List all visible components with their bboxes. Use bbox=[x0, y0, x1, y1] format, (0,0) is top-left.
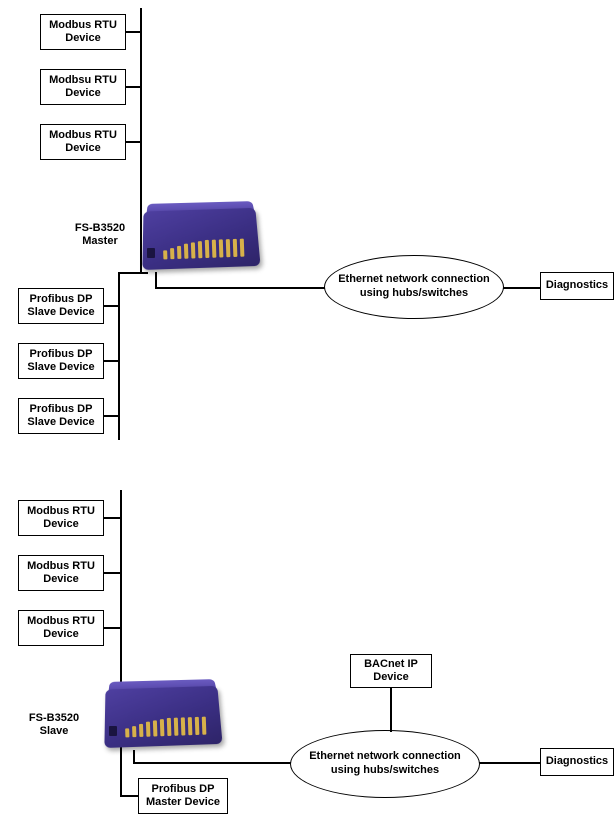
diagnostics-label: Diagnostics bbox=[546, 279, 608, 292]
ethernet-label: Ethernet network connectionusing hubs/sw… bbox=[338, 273, 490, 301]
profibus-master-label: Profibus DPMaster Device bbox=[146, 783, 220, 809]
ethernet-line bbox=[133, 762, 293, 764]
profibus-label: Profibus DPSlave Device bbox=[27, 348, 94, 374]
profibus-box: Profibus DPSlave Device bbox=[18, 398, 104, 434]
diagnostics-label: Diagnostics bbox=[546, 755, 608, 768]
profibus-bus-line bbox=[118, 272, 120, 440]
diagnostics-box: Diagnostics bbox=[540, 272, 614, 300]
modbus-box: Modbus RTUDevice bbox=[18, 555, 104, 591]
diagnostics-box: Diagnostics bbox=[540, 748, 614, 776]
connector-line bbox=[104, 627, 120, 629]
modbus-box: Modbus RTUDevice bbox=[40, 124, 126, 160]
ethernet-label: Ethernet network connectionusing hubs/sw… bbox=[309, 750, 461, 778]
ethernet-ellipse: Ethernet network connectionusing hubs/sw… bbox=[290, 730, 480, 798]
bacnet-label: BACnet IPDevice bbox=[364, 658, 418, 684]
profibus-master-box: Profibus DPMaster Device bbox=[138, 778, 228, 814]
master-label: FS-B3520Master bbox=[68, 222, 132, 248]
slave-label: FS-B3520Slave bbox=[22, 712, 86, 738]
connector-line bbox=[118, 272, 148, 274]
gateway-device-icon bbox=[97, 676, 227, 754]
ethernet-line bbox=[155, 287, 330, 289]
connector-line bbox=[126, 31, 140, 33]
modbus-label: Modbsu RTUDevice bbox=[49, 74, 117, 100]
modbus-label: Modbus RTUDevice bbox=[27, 505, 95, 531]
connector-line bbox=[120, 795, 138, 797]
connector-line bbox=[104, 360, 118, 362]
ethernet-line bbox=[500, 287, 542, 289]
bacnet-line bbox=[390, 688, 392, 732]
connector-line bbox=[126, 141, 140, 143]
modbus-label: Modbus RTUDevice bbox=[27, 615, 95, 641]
bacnet-box: BACnet IPDevice bbox=[350, 654, 432, 688]
connector-line bbox=[104, 517, 120, 519]
profibus-box: Profibus DPSlave Device bbox=[18, 343, 104, 379]
profibus-label: Profibus DPSlave Device bbox=[27, 293, 94, 319]
profibus-box: Profibus DPSlave Device bbox=[18, 288, 104, 324]
gateway-device-icon bbox=[135, 198, 265, 276]
connector-line bbox=[126, 86, 140, 88]
modbus-label: Modbus RTUDevice bbox=[49, 129, 117, 155]
modbus-box: Modbus RTUDevice bbox=[18, 500, 104, 536]
modbus-box: Modbus RTUDevice bbox=[18, 610, 104, 646]
ethernet-line bbox=[476, 762, 542, 764]
modbus-label: Modbus RTUDevice bbox=[27, 560, 95, 586]
connector-line bbox=[104, 415, 118, 417]
modbus-box: Modbsu RTUDevice bbox=[40, 69, 126, 105]
profibus-label: Profibus DPSlave Device bbox=[27, 403, 94, 429]
connector-line bbox=[120, 783, 122, 797]
connector-line bbox=[104, 305, 118, 307]
modbus-label: Modbus RTUDevice bbox=[49, 19, 117, 45]
modbus-box: Modbus RTUDevice bbox=[40, 14, 126, 50]
connector-line bbox=[104, 572, 120, 574]
ethernet-ellipse: Ethernet network connectionusing hubs/sw… bbox=[324, 255, 504, 319]
